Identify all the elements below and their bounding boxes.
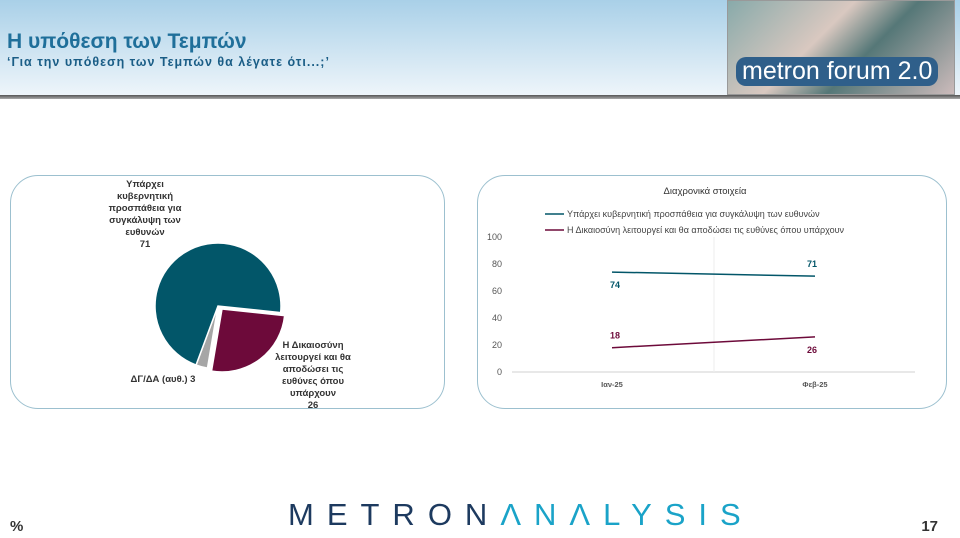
y-tick-label: 40 [492,313,502,323]
data-label: 18 [610,331,620,341]
y-tick-label: 60 [492,286,502,296]
data-label: 26 [807,345,817,355]
header-divider [0,95,960,99]
line-chart-title: Διαχρονικά στοιχεία [664,186,747,197]
brand-a: METRON [288,497,501,532]
brand-b: ΛNΛLYSIS [500,497,754,532]
data-label: 71 [807,259,817,269]
data-label: 74 [610,280,620,290]
legend-label: Η Δικαιοσύνη λειτουργεί και θα αποδώσει … [567,225,845,235]
x-tick-label: Ιαν-25 [601,380,623,389]
pie-slice-0 [154,242,282,367]
metron-forum-logo: metron forum 2.0 [727,0,955,95]
page-title: Η υπόθεση των Τεμπών [7,30,247,53]
page-subtitle: ‘Για την υπόθεση των Τεμπών θα λέγατε ότ… [7,55,330,69]
unit-label: % [10,518,24,535]
y-tick-label: 80 [492,259,502,269]
pie-label-0: Υπάρχει κυβερνητική προσπάθεια για συγκάλυψ… [109,179,182,250]
pie-label-2: ΔΓ/ΔΑ (αυθ.) 3 [131,374,196,385]
y-tick-label: 20 [492,340,502,350]
metron-analysis-logo: METRONΛNΛLYSIS [288,497,754,533]
pie-label-1: Η Δικαιοσύνη λειτουργεί και θα αποδώσει τι… [275,340,351,411]
logo-text: metron forum 2.0 [736,57,939,86]
legend-label: Υπάρχει κυβερνητική προσπάθεια για συγκά… [567,209,820,219]
y-tick-label: 0 [497,367,502,377]
y-tick-label: 100 [487,232,502,242]
x-tick-label: Φεβ-25 [802,380,827,389]
series-line-1 [611,336,816,349]
pie-slice-1 [210,308,286,373]
series-line-0 [611,271,816,277]
page-number: 17 [921,518,938,535]
